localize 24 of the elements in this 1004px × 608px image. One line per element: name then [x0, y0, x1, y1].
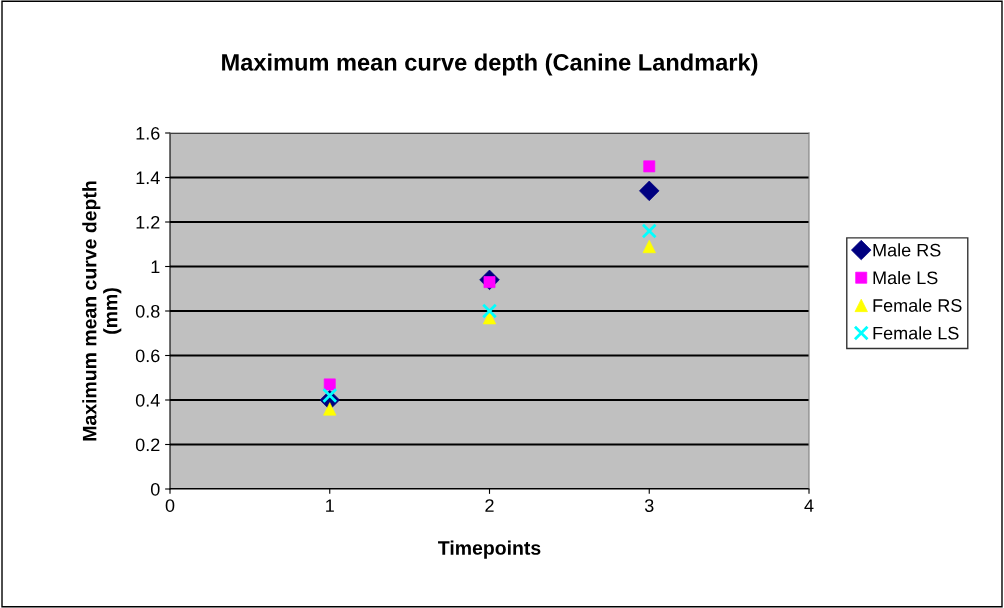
- x-tick-label: 1: [326, 499, 334, 512]
- y-tick-label: 1.2: [136, 215, 160, 229]
- point: [641, 223, 657, 239]
- y-tick-label: 0.6: [135, 349, 160, 363]
- x-tick-label: 0: [165, 499, 175, 512]
- y-tick-label: 0.2: [135, 438, 160, 452]
- x-tick-label: 3: [644, 499, 654, 512]
- legend-label: Female LS: [873, 326, 959, 340]
- y-axis-title: Maximum mean curve depth (mm): [82, 181, 122, 441]
- x-tick-label: 2: [485, 499, 494, 512]
- y-tick-label: 0: [150, 482, 160, 496]
- y-tick-label: 0.8: [135, 304, 160, 318]
- x-tick-label: 4: [804, 499, 814, 512]
- legend-label: Male RS: [873, 243, 941, 257]
- chart-title: Maximum mean curve depth (Canine Landmark): [222, 53, 758, 76]
- y-tick-label: 1.4: [136, 171, 160, 185]
- point: [481, 303, 498, 319]
- legend-label: Female RS: [873, 298, 962, 312]
- point: [322, 387, 338, 404]
- y-tick-label: 1: [151, 260, 160, 274]
- legend-label: Male LS: [873, 270, 938, 285]
- x-axis-title: Timepoints: [438, 540, 541, 559]
- y-tick-label: 1.6: [136, 126, 160, 140]
- y-tick-label: 0.4: [135, 393, 160, 407]
